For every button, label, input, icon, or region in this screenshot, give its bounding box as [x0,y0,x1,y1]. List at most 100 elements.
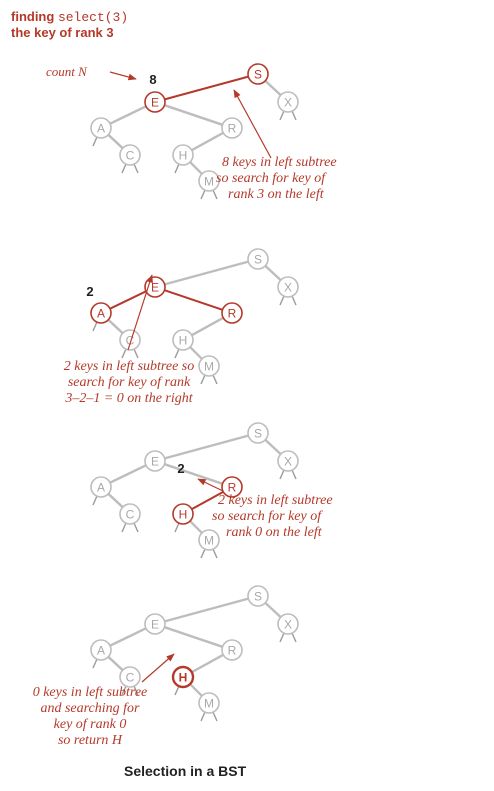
tree-edge-A-C [107,133,124,150]
tree-node-E: E [144,613,166,635]
tree-edge-E-A [109,464,147,484]
node-circle [198,170,220,192]
node-key-label: S [254,590,262,604]
tree-edge-E-A [109,105,147,125]
node-circle [144,450,166,472]
null-link-C-1 [133,685,139,696]
node-key-label: C [126,334,135,348]
bst-panel-1: S E X A R C H M 8 count N 8 keys in left subtree so… [46,63,337,202]
tree-edge-E-R [164,289,223,311]
node-key-label: H [179,149,188,163]
null-link-X-1 [291,295,297,306]
node-circle [277,91,299,113]
annotation-arrow [127,274,153,351]
null-link-M-1 [212,374,218,385]
subtree-count: 2 [177,461,184,476]
node-circle [277,450,299,472]
note-line: 0 keys in left subtree [33,685,148,700]
tree-node-X: X [277,91,299,113]
node-circle [90,639,112,661]
bst-panel-3: S E X A R C H M 2 2 keys in left subtree so search… [90,422,333,559]
note-line: so search for key of [216,171,327,186]
note-line: search for key of rank [68,375,191,390]
tree-edge-S-X [264,264,282,282]
node-circle [221,117,243,139]
node-key-label: R [228,307,237,321]
null-link-C-1 [133,348,139,359]
node-key-label: M [204,534,214,548]
node-circle [90,302,112,324]
node-key-label: S [254,68,262,82]
tree-node-C: C [119,503,141,525]
node-circle [247,422,269,444]
node-key-label: C [126,149,135,163]
node-key-label: X [284,96,292,110]
node-key-label: E [151,96,159,110]
null-link-X-0 [279,632,285,643]
tree-edge-R-H [191,653,224,674]
annotation-note: 2 keys in left subtree so search for key … [212,493,333,540]
annotation-arrow [197,478,224,492]
tree-edge-H-M [189,520,203,534]
node-circle [277,613,299,635]
tree-edge-S-E [164,75,249,101]
null-link-M-0 [200,374,206,385]
null-link-C-0 [121,348,127,359]
tree-edge-E-A [109,290,147,310]
node-circle [247,248,269,270]
tree-node-S: S [247,422,269,444]
node-key-label: A [97,307,105,321]
tree-edge-H-M [189,346,203,360]
tree-edge-H-M [189,161,203,175]
tree-edge-S-X [264,438,282,456]
null-link-X-0 [279,469,285,480]
tree-edge-S-E [164,434,249,460]
tree-node-R: R [221,476,243,498]
tree-node-H: H [171,665,195,689]
null-link-C-0 [121,685,127,696]
tree-node-E: E [144,450,166,472]
node-circle [247,63,269,85]
node-circle [198,529,220,551]
annotation-arrow [141,653,175,683]
null-link-M-0 [200,189,206,200]
tree-node-A: A [90,302,112,324]
tree-node-X: X [277,276,299,298]
tree-node-S: S [247,585,269,607]
tree-edge-S-X [264,601,282,619]
tree-node-H: H [172,329,194,351]
null-link-H-0 [174,163,180,174]
node-key-label: X [284,281,292,295]
node-circle [221,639,243,661]
note-line: 3–2–1 = 0 on the right [64,391,193,406]
node-key-label: R [228,122,237,136]
tree-node-A: A [90,476,112,498]
node-key-label: M [204,360,214,374]
note-line: rank 3 on the left [228,187,325,202]
null-link-C-0 [121,163,127,174]
tree-node-X: X [277,450,299,472]
node-circle [90,117,112,139]
null-link-H-0 [174,522,180,533]
tree-edge-R-H [191,131,224,152]
annotation-note: 8 keys in left subtree so search for key … [216,155,337,202]
node-key-label: E [151,618,159,632]
node-key-label: A [97,644,105,658]
tree-edge-R-H [191,316,224,337]
note-line: rank 0 on the left [226,525,323,540]
node-circle [144,91,166,113]
tree-node-M: M [198,692,220,714]
null-link-C-1 [133,163,139,174]
null-link-X-1 [291,632,297,643]
tree-node-M: M [198,170,220,192]
note-line: and searching for [40,701,140,716]
node-circle [198,692,220,714]
node-circle [172,503,194,525]
annotation-note: 0 keys in left subtree and searching for k… [33,685,148,748]
tree-edge-S-X [264,79,282,97]
node-circle [144,613,166,635]
tree-node-R: R [221,639,243,661]
tree-node-C: C [119,329,141,351]
